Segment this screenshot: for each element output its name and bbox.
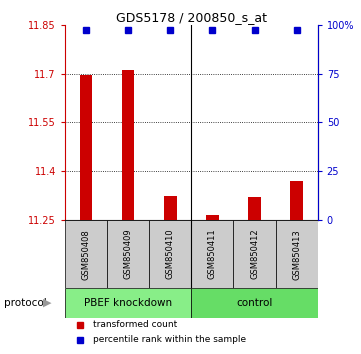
Bar xyxy=(107,220,149,289)
Text: transformed count: transformed count xyxy=(93,320,177,330)
Bar xyxy=(191,220,234,289)
Bar xyxy=(290,181,303,220)
Text: GSM850412: GSM850412 xyxy=(250,229,259,280)
Title: GDS5178 / 200850_s_at: GDS5178 / 200850_s_at xyxy=(116,11,267,24)
Bar xyxy=(206,215,219,220)
Bar xyxy=(65,289,191,318)
Text: PBEF knockdown: PBEF knockdown xyxy=(84,298,172,308)
Text: control: control xyxy=(236,298,273,308)
Text: GSM850410: GSM850410 xyxy=(166,229,175,280)
Text: GSM850411: GSM850411 xyxy=(208,229,217,280)
Bar xyxy=(248,197,261,220)
Text: GSM850413: GSM850413 xyxy=(292,229,301,280)
Text: ▶: ▶ xyxy=(43,298,52,308)
Bar xyxy=(149,220,191,289)
Text: GSM850408: GSM850408 xyxy=(82,229,91,280)
Bar xyxy=(80,75,92,220)
Text: GSM850409: GSM850409 xyxy=(124,229,132,280)
Bar xyxy=(122,70,134,220)
Text: percentile rank within the sample: percentile rank within the sample xyxy=(93,335,246,344)
Bar xyxy=(234,220,275,289)
Bar xyxy=(164,196,177,220)
Text: protocol: protocol xyxy=(4,298,46,308)
Bar xyxy=(65,220,107,289)
Bar xyxy=(275,220,318,289)
Bar xyxy=(191,289,318,318)
